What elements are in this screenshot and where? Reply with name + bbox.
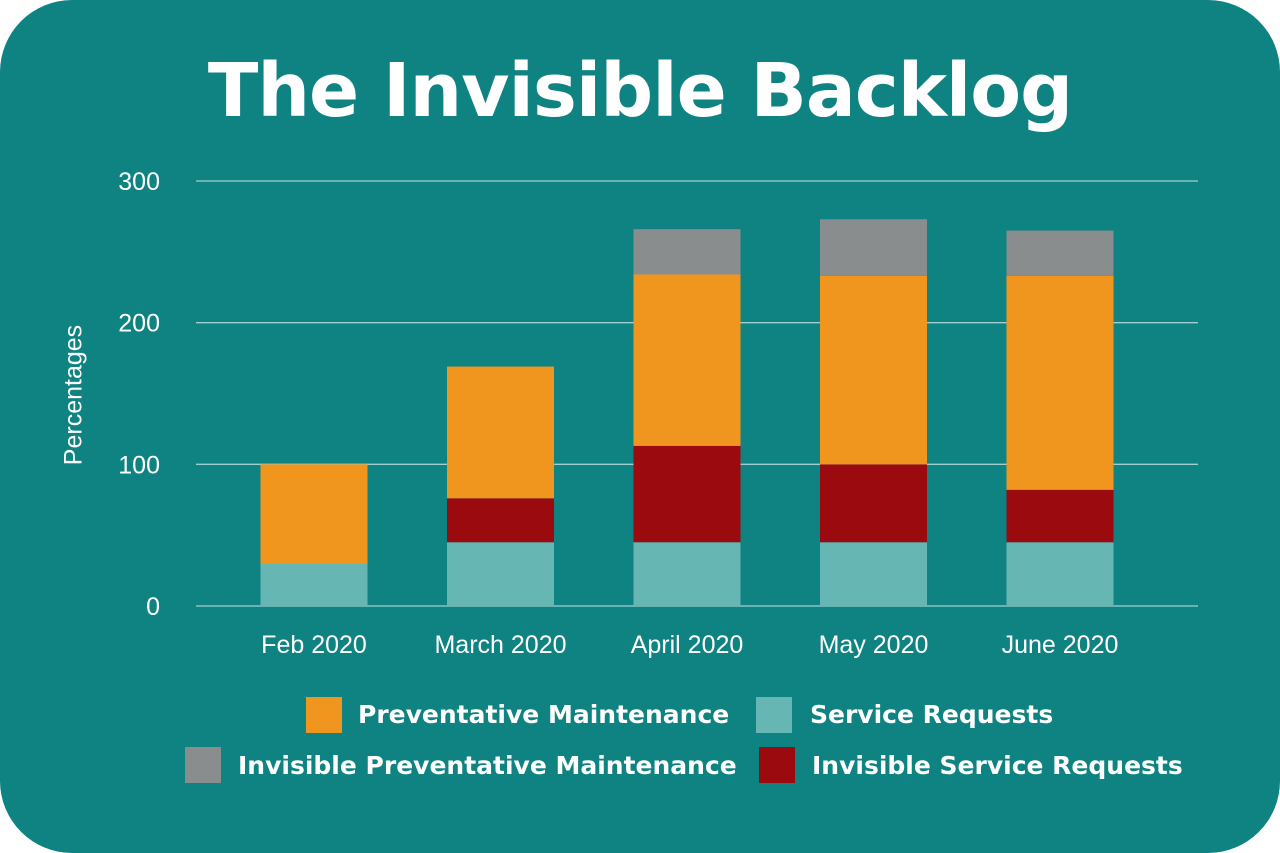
bar-march-2020-preventative-maintenance xyxy=(447,366,554,499)
legend-label-preventative-maintenance: Preventative Maintenance xyxy=(358,700,730,729)
bar-may-2020-invisible-preventative-maintenance xyxy=(820,219,927,276)
bar-may-2020-preventative-maintenance xyxy=(820,275,927,465)
bar-june-2020-invisible-service-requests xyxy=(1006,489,1114,543)
legend-label-service-requests: Service Requests xyxy=(810,700,1054,729)
x-tick-label-feb-2020: Feb 2020 xyxy=(261,631,367,659)
y-tick-label-200: 200 xyxy=(118,310,160,338)
y-tick-label-0: 0 xyxy=(146,593,160,621)
bar-june-2020-service-requests xyxy=(1006,542,1114,606)
x-tick-label-june-2020: June 2020 xyxy=(1002,631,1119,659)
bar-april-2020-service-requests xyxy=(633,542,741,606)
x-tick-label-march-2020: March 2020 xyxy=(434,631,566,659)
x-tick-label-may-2020: May 2020 xyxy=(819,631,929,659)
y-tick-label-300: 300 xyxy=(118,168,160,196)
x-tick-label-april-2020: April 2020 xyxy=(631,631,744,659)
legend-label-invisible-preventative-maintenance: Invisible Preventative Maintenance xyxy=(238,751,737,780)
bar-april-2020-invisible-preventative-maintenance xyxy=(633,229,741,275)
legend-swatch-service-requests xyxy=(756,697,792,733)
bar-may-2020-service-requests xyxy=(820,542,927,606)
legend-swatch-preventative-maintenance xyxy=(306,697,342,733)
bar-feb-2020-service-requests xyxy=(260,563,368,606)
bar-march-2020-invisible-service-requests xyxy=(447,498,554,543)
legend-swatch-invisible-service-requests xyxy=(759,747,795,783)
bar-june-2020-preventative-maintenance xyxy=(1006,275,1114,490)
bar-april-2020-preventative-maintenance xyxy=(633,274,741,446)
bar-june-2020-invisible-preventative-maintenance xyxy=(1006,230,1114,276)
legend-label-invisible-service-requests: Invisible Service Requests xyxy=(812,751,1183,780)
bar-feb-2020-preventative-maintenance xyxy=(260,464,368,564)
bar-april-2020-invisible-service-requests xyxy=(633,445,741,543)
legend-swatch-invisible-preventative-maintenance xyxy=(185,747,221,783)
y-tick-label-100: 100 xyxy=(118,451,160,479)
bar-may-2020-invisible-service-requests xyxy=(820,464,927,543)
chart-title: The Invisible Backlog xyxy=(207,48,1073,134)
bar-march-2020-service-requests xyxy=(447,542,554,606)
